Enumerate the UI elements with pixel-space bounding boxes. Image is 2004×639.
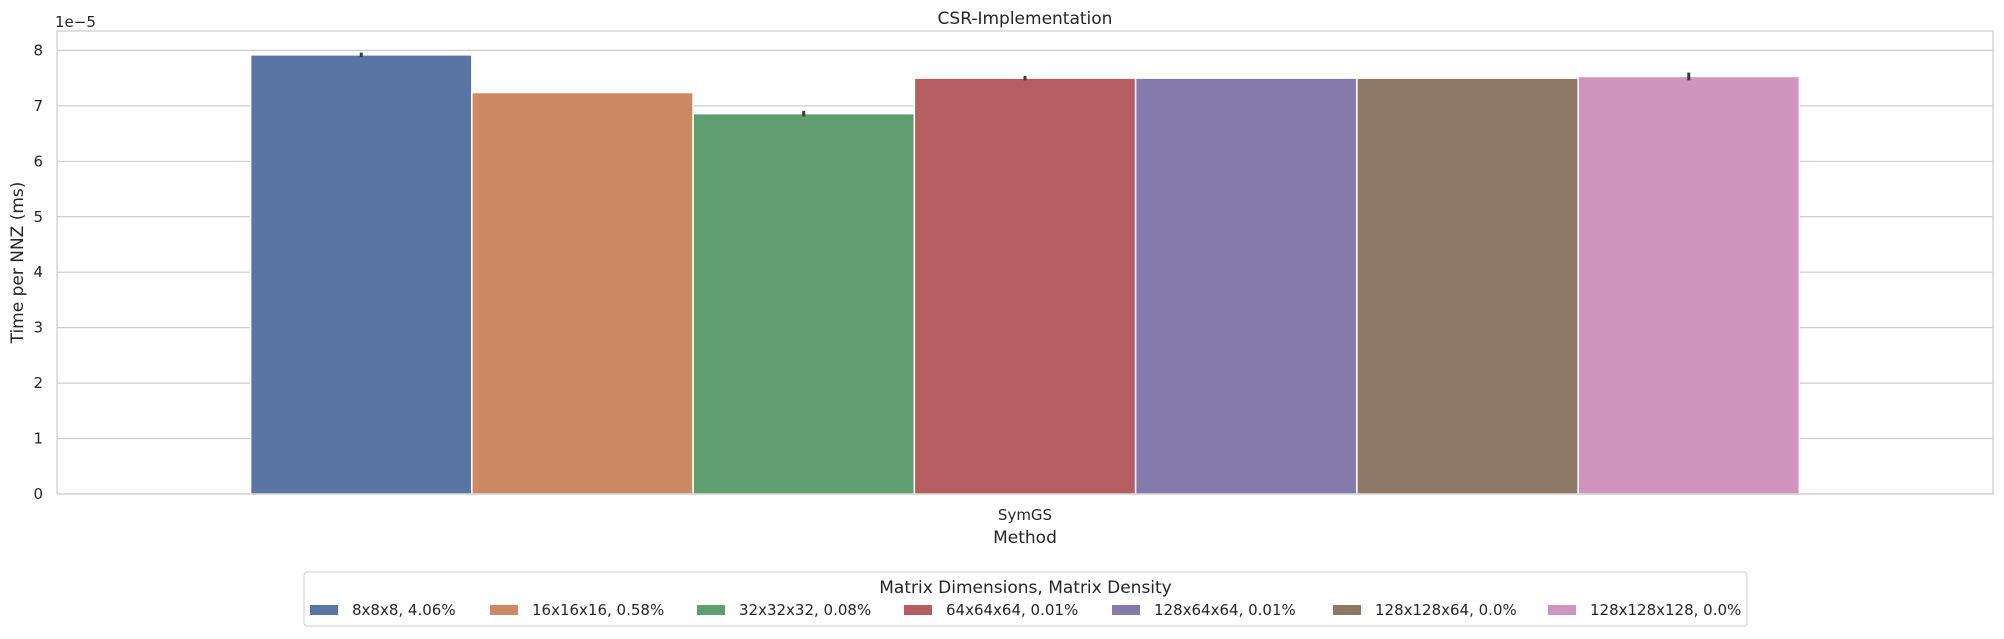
y-tick-label: 0 (33, 485, 43, 503)
legend-swatch (490, 605, 518, 615)
x-axis-label: Method (993, 528, 1057, 548)
bar (692, 112, 916, 495)
legend-title: Matrix Dimensions, Matrix Density (879, 578, 1172, 598)
bar (1134, 77, 1358, 495)
legend-label: 128x64x64, 0.01% (1154, 601, 1296, 619)
legend-frame (303, 571, 1748, 627)
bar (249, 54, 473, 495)
y-tick-label: 1 (33, 430, 43, 448)
legend-label: 8x8x8, 4.06% (352, 601, 456, 619)
y-axis-label: Time per NNZ (ms) (8, 182, 28, 345)
y-tick-label: 4 (33, 263, 43, 281)
plot-frame (56, 30, 1994, 495)
x-tick-labels: SymGS (998, 506, 1052, 524)
legend-items: 8x8x8, 4.06% 16x16x16, 0.58% 32x32x32, 0.0… (310, 601, 1741, 619)
bar (1577, 75, 1801, 495)
bars (249, 54, 1801, 495)
bar (471, 91, 694, 495)
bar (913, 77, 1137, 495)
y-tick-label: 7 (33, 97, 43, 115)
y-tick-label: 8 (33, 41, 43, 59)
x-tick-label: SymGS (998, 506, 1052, 524)
legend: Matrix Dimensions, Matrix Density 8x8x8,… (303, 571, 1748, 627)
y-tick-label: 5 (33, 208, 43, 226)
legend-swatch (1112, 605, 1140, 615)
legend-label: 32x32x32, 0.08% (739, 601, 871, 619)
legend-swatch (310, 605, 338, 615)
legend-swatch (697, 605, 725, 615)
y-tick-label: 3 (33, 319, 43, 337)
error-bars (359, 52, 1691, 117)
legend-label: 128x128x64, 0.0% (1375, 601, 1517, 619)
y-tick-label: 6 (33, 152, 43, 170)
y-axis-multiplier: 1e−5 (55, 13, 96, 31)
legend-label: 128x128x128, 0.0% (1590, 601, 1741, 619)
legend-label: 64x64x64, 0.01% (946, 601, 1078, 619)
legend-swatch (904, 605, 932, 615)
bar (1356, 77, 1579, 495)
legend-label: 16x16x16, 0.58% (532, 601, 664, 619)
legend-swatch (1548, 605, 1576, 615)
legend-swatch (1333, 605, 1361, 615)
y-tick-labels: 0 1 2 3 4 5 6 7 8 (33, 41, 43, 503)
chart-title: CSR-Implementation (938, 9, 1113, 29)
y-tick-label: 2 (33, 374, 43, 392)
